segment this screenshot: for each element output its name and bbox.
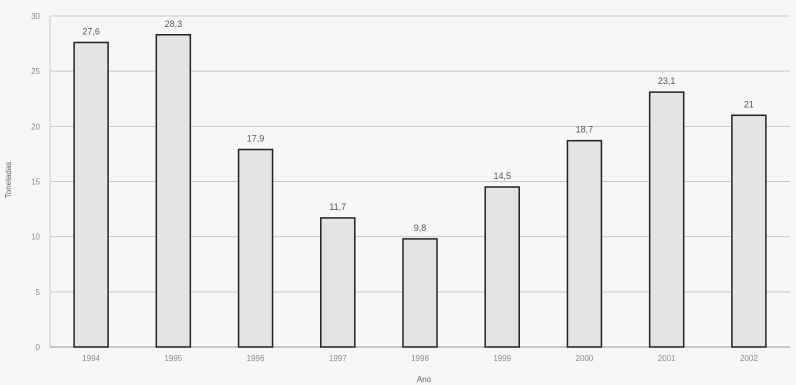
bar-1994 — [73, 41, 109, 348]
data-label-1999: 14,5 — [493, 171, 511, 181]
y-tick-label: 15 — [31, 178, 40, 187]
data-label-1996: 17,9 — [247, 134, 265, 144]
x-tick-label-1996: 1996 — [247, 354, 265, 363]
data-label-1994: 27,6 — [82, 26, 100, 36]
data-label-1997: 11,7 — [329, 202, 346, 212]
y-axis-ticks: 0 5 10 15 20 25 30 — [31, 12, 40, 352]
y-tick-label: 5 — [36, 288, 41, 297]
bars — [73, 34, 767, 348]
data-label-1998: 9,8 — [414, 223, 427, 233]
y-tick-label: 10 — [31, 233, 40, 242]
y-tick-label: 0 — [36, 343, 41, 352]
x-axis-title: Ano — [417, 375, 432, 384]
data-label-2001: 23,1 — [658, 76, 676, 86]
y-tick-label: 25 — [31, 67, 40, 76]
bar-1995 — [155, 34, 192, 348]
bar-1996 — [237, 148, 274, 348]
y-axis-title: Toneladas — [4, 162, 13, 198]
bar-2001 — [648, 91, 685, 348]
bar-2000 — [566, 139, 603, 348]
x-tick-label-1999: 1999 — [493, 354, 511, 363]
bar-2002 — [731, 114, 767, 348]
y-tick-label: 20 — [31, 122, 40, 131]
bar-1997 — [320, 217, 356, 348]
x-tick-label-1995: 1995 — [164, 354, 182, 363]
x-tick-label-2000: 2000 — [576, 354, 594, 363]
data-label-2002: 21 — [744, 99, 754, 109]
x-tick-label-2001: 2001 — [658, 354, 676, 363]
x-tick-label-1994: 1994 — [82, 354, 100, 363]
x-axis-ticks: 1994 1995 1996 1997 1998 1999 2000 2001 2002 — [82, 354, 758, 363]
bar-1999 — [484, 186, 520, 348]
data-label-1995: 28,3 — [165, 19, 183, 29]
x-tick-label-1998: 1998 — [411, 354, 429, 363]
data-label-2000: 18,7 — [576, 125, 594, 135]
y-tick-label: 30 — [31, 12, 40, 21]
x-tick-label-2002: 2002 — [740, 354, 758, 363]
x-tick-label-1997: 1997 — [329, 354, 347, 363]
data-labels: 27,6 28,3 17,9 11,7 9,8 14,5 18,7 23,1 21 — [82, 19, 754, 233]
bar-1998 — [402, 238, 438, 348]
